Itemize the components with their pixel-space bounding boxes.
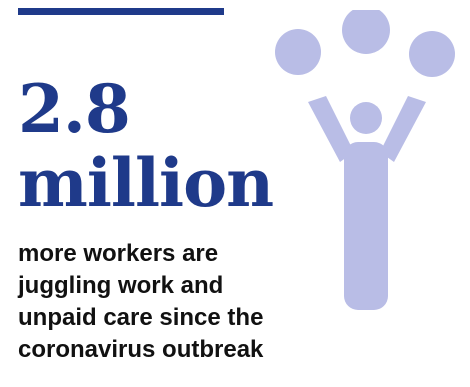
juggling-person-icon: [268, 6, 468, 310]
caption-line: coronavirus outbreak: [18, 336, 264, 363]
ball-right-icon: [409, 31, 455, 77]
left-arm-icon: [308, 96, 354, 162]
stat-number: 2.8: [18, 70, 131, 148]
stat-caption: more workers are juggling work and unpai…: [18, 238, 318, 366]
ball-center-icon: [342, 6, 390, 54]
accent-bar: [18, 8, 224, 15]
stat-unit: million: [18, 144, 274, 222]
ball-left-icon: [275, 29, 321, 75]
caption-line: juggling work and: [18, 272, 224, 299]
caption-line: more workers are: [18, 240, 219, 267]
head-icon: [350, 102, 382, 134]
right-arm-icon: [380, 96, 426, 162]
body-icon: [344, 142, 388, 310]
caption-line: unpaid care since the: [18, 304, 264, 331]
